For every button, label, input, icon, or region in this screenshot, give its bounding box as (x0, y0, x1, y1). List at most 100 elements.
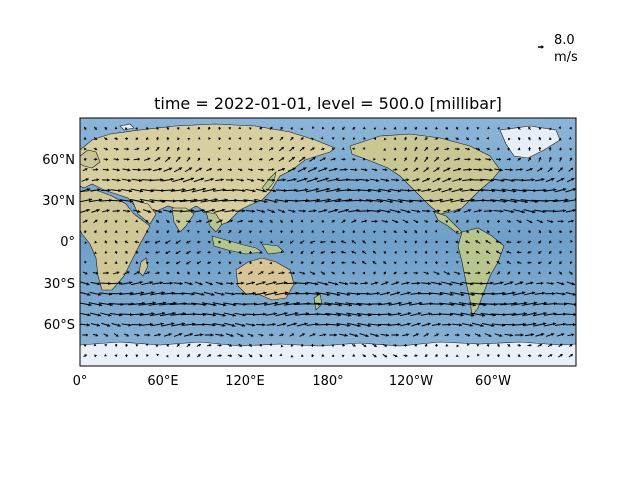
wind-arrow-head (156, 353, 160, 356)
wind-arrow-head (533, 322, 537, 326)
wind-arrow-head (158, 333, 161, 337)
wind-arrow-head (272, 189, 277, 193)
wind-arrow-head (166, 146, 170, 150)
wind-arrow-head (445, 250, 449, 254)
wind-arrow-head (523, 312, 527, 316)
wind-arrow-head (476, 220, 479, 223)
wind-arrow-head (467, 355, 470, 358)
wind-arrow-head (356, 292, 360, 296)
wind-arrow-head (305, 188, 309, 192)
wind-arrow-head (465, 127, 469, 130)
wind-arrow-head (457, 167, 462, 171)
wind-arrow-head (197, 157, 201, 161)
wind-arrow-head (395, 220, 399, 224)
wind-arrow-head (177, 127, 180, 131)
wind-arrow-head (518, 343, 521, 347)
wind-arrow-head (231, 292, 235, 296)
wind-arrow-head (320, 240, 323, 244)
wind-arrow-head (290, 240, 293, 244)
wind-arrow-head (344, 333, 348, 337)
wind-arrow-head (508, 229, 512, 233)
wind-arrow-head (187, 354, 190, 357)
wind-arrow-head (496, 261, 500, 264)
wind-arrow-head (488, 157, 491, 162)
wind-arrow-head (212, 313, 217, 317)
wind-arrow-head (127, 157, 130, 161)
lat-tick-60s: 60°S (44, 318, 75, 333)
lon-tick-60w: 60°W (475, 374, 511, 389)
wind-arrow-head (548, 137, 552, 140)
wind-arrow-head (302, 156, 306, 160)
wind-arrow-head (218, 230, 221, 233)
wind-arrow-head (259, 137, 263, 141)
wind-arrow-head (367, 323, 371, 327)
wind-arrow-head (83, 127, 87, 130)
wind-arrow-head (471, 313, 475, 317)
wind-arrow-head (282, 322, 287, 326)
wind-arrow-head (456, 250, 459, 254)
wind-arrow-head (214, 198, 218, 202)
wind-arrow-head (312, 157, 316, 161)
wind-arrow-head (304, 281, 309, 286)
land-indonesia (211, 235, 263, 255)
wind-arrow-head (541, 291, 546, 295)
wind-arrow-head (469, 178, 473, 182)
wind-arrow-head (450, 292, 454, 296)
wind-arrow-head (210, 333, 214, 337)
wind-arrow-head (407, 188, 411, 193)
wind-arrow-head (146, 261, 149, 265)
wind-arrow-head (187, 157, 191, 160)
wind-arrow-head (84, 147, 87, 151)
wind-arrow-head (104, 137, 108, 140)
wind-arrow-head (190, 177, 195, 181)
wind-arrow-head (155, 344, 158, 348)
wind-arrow-head (280, 137, 284, 140)
wind-arrow-head (178, 167, 183, 171)
wind-arrow-head (83, 137, 87, 140)
wind-arrow-head (396, 333, 399, 337)
wind-arrow-head (250, 219, 253, 223)
wind-arrow-head (396, 178, 400, 182)
wind-arrow-head (104, 126, 107, 130)
wind-arrow-head (383, 148, 387, 151)
wind-arrow-head (217, 147, 221, 150)
wind-arrow-head (88, 303, 92, 307)
wind-arrow-head (300, 137, 304, 141)
wind-arrow-head (140, 291, 145, 295)
wind-arrow-head (84, 354, 87, 358)
wind-arrow-head (310, 137, 314, 141)
wind-arrow-head (303, 209, 306, 213)
wind-arrow-head (331, 137, 335, 140)
wind-arrow-head (221, 292, 225, 296)
wind-arrow-head (414, 146, 418, 150)
wind-arrow-head (166, 220, 170, 223)
wind-arrow-head (291, 333, 295, 337)
wind-arrow-head (404, 230, 407, 233)
wind-arrow-head (229, 343, 232, 347)
quiver-key-value: 8.0 (554, 33, 575, 48)
wind-arrow-head (126, 333, 129, 337)
wind-arrow-head (203, 302, 207, 307)
wind-arrow-head (447, 167, 451, 171)
wind-arrow-head (407, 322, 411, 326)
wind-arrow-head (394, 239, 398, 243)
wind-arrow-head (507, 354, 511, 358)
wind-arrow-head (311, 219, 314, 223)
wind-arrow-head (168, 333, 172, 337)
wind-arrow-head (336, 292, 341, 297)
wind-arrow-head (551, 281, 554, 286)
wind-arrow-head (471, 292, 475, 296)
wind-arrow-head (176, 354, 180, 358)
wind-arrow-head (519, 220, 522, 224)
wind-arrow-head (568, 148, 572, 151)
wind-arrow-head (366, 209, 371, 213)
wind-arrow-head (186, 251, 189, 255)
wind-arrow-head (86, 323, 90, 327)
wind-arrow-head (292, 271, 295, 275)
wind-arrow-head (424, 230, 428, 233)
land-svalbard (119, 123, 135, 131)
wind-arrow-head (455, 261, 459, 264)
wind-arrow-head (434, 229, 438, 233)
wind-arrow-head (290, 137, 294, 140)
wind-arrow-head (552, 322, 557, 326)
